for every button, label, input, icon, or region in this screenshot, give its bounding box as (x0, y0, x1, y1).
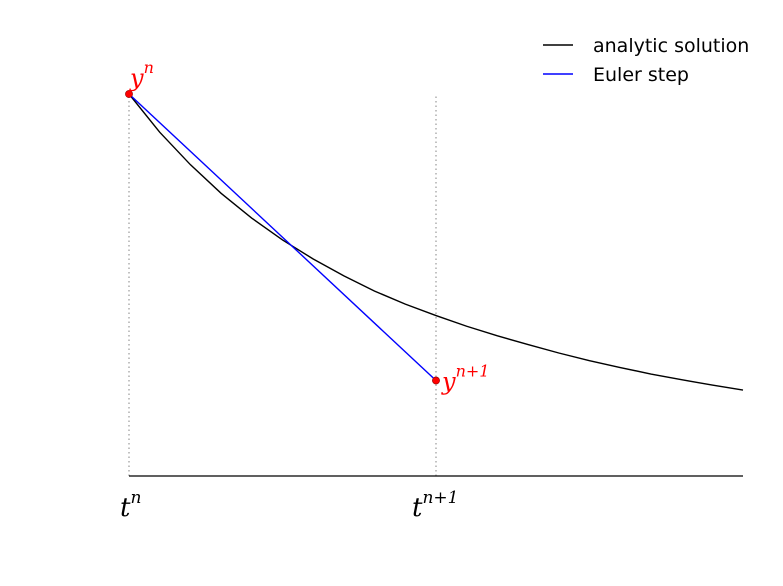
point-labels: yn yn+1 (129, 58, 489, 396)
point-label-0: yn (129, 58, 154, 92)
highlighted-points (125, 90, 440, 385)
legend-label-1: Euler step (593, 64, 689, 86)
series-line-euler-step (128, 93, 437, 382)
series-lines (128, 93, 744, 391)
point-marker-0 (125, 90, 133, 98)
x-tick-label-1: tn+1 (412, 488, 458, 523)
x-tick-labels: tn tn+1 (120, 488, 458, 523)
legend: analytic solution Euler step (543, 35, 749, 86)
series-line-analytic-solution (128, 93, 744, 391)
x-tick-label-0: tn (120, 488, 141, 523)
vertical-guides (128, 94, 437, 476)
point-label-1: yn+1 (441, 362, 489, 396)
legend-label-0: analytic solution (593, 35, 749, 57)
point-marker-1 (432, 376, 440, 385)
